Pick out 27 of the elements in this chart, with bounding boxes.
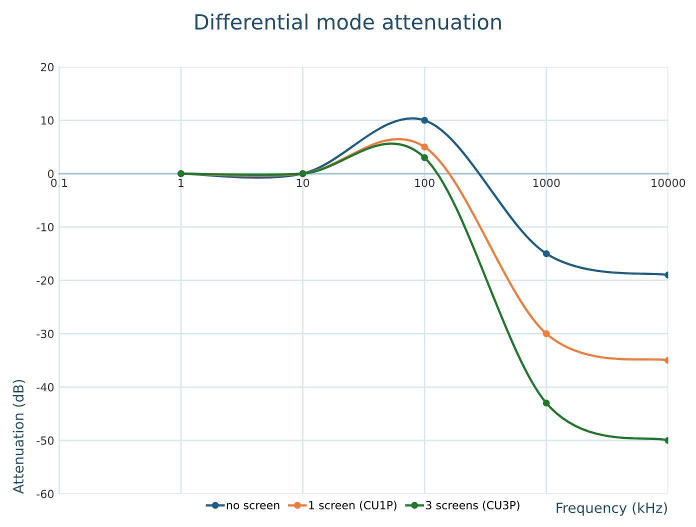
legend-label: 1 screen (CU1P) (309, 500, 396, 511)
point (542, 400, 550, 407)
x-tick-label: 10000 (652, 178, 686, 188)
x-axis-title: Frequency (kHz) (556, 502, 667, 516)
y-tick-label: -50 (36, 436, 54, 445)
y-tick-label: -20 (36, 276, 54, 285)
x-tick-label: 1000 (533, 178, 560, 188)
x-tick-label: 1 (178, 178, 184, 187)
y-tick-label: -40 (36, 383, 54, 392)
x-tick-label: 0.1 (51, 178, 67, 188)
y-tick-label: 10 (41, 116, 54, 125)
y-tick-label: 0 (48, 170, 54, 178)
y-tick-label: -10 (36, 222, 54, 232)
legend-label: 3 screens (CU3P) (426, 500, 520, 511)
chart-title: Differential mode attenuation (195, 14, 501, 30)
y-axis-title: Attenuation (dB) (12, 380, 26, 494)
y-tick-label: 20 (40, 62, 54, 72)
point (542, 330, 550, 338)
point (421, 116, 428, 124)
x-tick-label: 100 (415, 178, 434, 188)
legend-label: no screen (226, 503, 280, 510)
point (421, 143, 428, 150)
x-tick-label: 10 (296, 178, 310, 188)
y-tick-label: -30 (36, 330, 54, 338)
point (421, 154, 428, 162)
y-tick-label: -60 (36, 490, 54, 498)
point (542, 250, 550, 258)
